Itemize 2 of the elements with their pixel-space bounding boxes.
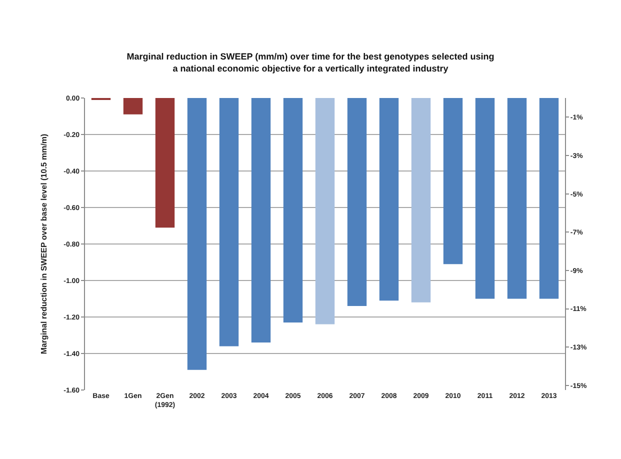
chart-title: Marginal reduction in SWEEP (mm/m) over time for the best genotypes selected using a national economic objective for a vertically integrated industry: [126, 52, 494, 74]
y-axis-title: Marginal reduction in SWEEP over base level (10.5 mm/m): [39, 133, 48, 354]
